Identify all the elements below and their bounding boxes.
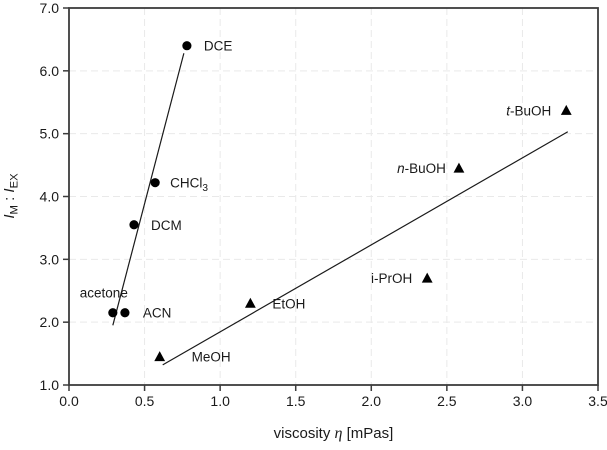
point-label-t-buoh: t-BuOH [506, 103, 551, 118]
point-label-chcl3: CHCl3 [170, 176, 208, 195]
point-label-acn: ACN [143, 306, 172, 321]
y-tick-label: 4.0 [40, 189, 60, 205]
x-tick-label: 3.5 [588, 393, 607, 409]
x-tick-label: 2.0 [362, 393, 382, 409]
data-point-i-proh [421, 272, 433, 283]
y-tick-label: 6.0 [40, 63, 60, 79]
y-tick-label: 1.0 [40, 377, 60, 393]
data-point-chcl3 [150, 178, 160, 188]
point-label-dce: DCE [204, 39, 233, 54]
data-point-acetone [108, 308, 118, 318]
data-point-dcm [129, 220, 139, 230]
x-tick-label: 0.5 [135, 393, 155, 409]
data-points [108, 41, 572, 362]
alcohol-trend-line [162, 131, 569, 366]
x-tick-label: 1.5 [286, 393, 306, 409]
x-axis-title: viscosity η [mPas] [274, 425, 394, 442]
gridlines [69, 8, 598, 385]
y-tick-label: 2.0 [40, 314, 60, 330]
point-labels: acetone ACN DCM CHCl3 DCE MeOH EtOH i-PrOH n-BuO… [80, 39, 551, 365]
y-tick-label: 5.0 [40, 126, 60, 142]
point-label-meoh: MeOH [192, 350, 231, 365]
data-point-t-buoh [560, 104, 572, 115]
point-label-acetone: acetone [80, 286, 128, 301]
y-tick-label: 3.0 [40, 251, 60, 267]
y-tick-label: 7.0 [40, 0, 60, 16]
point-label-n-buoh: n-BuOH [397, 161, 446, 176]
data-point-acn [120, 308, 130, 318]
trend-lines [112, 53, 569, 366]
aprotic-trend-line [112, 53, 185, 326]
point-label-dcm: DCM [151, 218, 182, 233]
data-point-meoh [154, 351, 166, 362]
x-tick-label: 0.0 [59, 393, 79, 409]
x-tick-label: 1.0 [210, 393, 230, 409]
data-point-dce [182, 41, 192, 51]
point-label-etoh: EtOH [272, 296, 305, 311]
y-axis-title: IM : IEX [1, 173, 21, 219]
x-tick-label: 3.0 [513, 393, 533, 409]
x-tick-label: 2.5 [437, 393, 457, 409]
tick-labels: 0.0 0.5 1.0 1.5 2.0 2.5 3.0 3.5 1.0 2.0 3.0 4.0 5.0 6… [40, 0, 607, 409]
point-label-i-proh: i-PrOH [371, 271, 412, 286]
data-point-n-buoh [453, 162, 465, 173]
axis-ticks [63, 7, 599, 391]
data-point-etoh [244, 297, 256, 308]
